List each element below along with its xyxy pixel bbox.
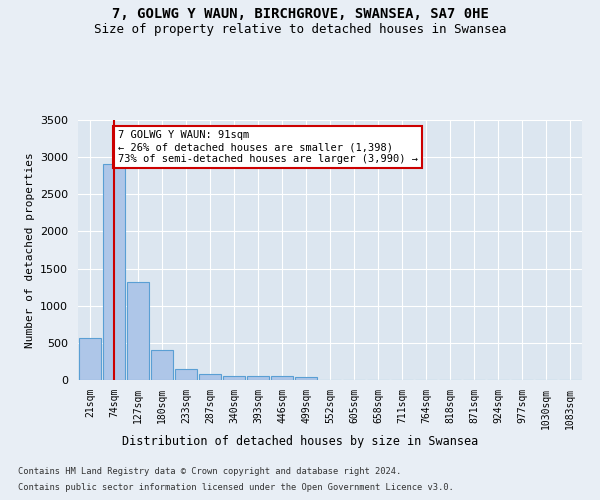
Y-axis label: Number of detached properties: Number of detached properties — [25, 152, 35, 348]
Text: 7, GOLWG Y WAUN, BIRCHGROVE, SWANSEA, SA7 0HE: 7, GOLWG Y WAUN, BIRCHGROVE, SWANSEA, SA… — [112, 8, 488, 22]
Bar — [247, 376, 269, 380]
Text: Contains HM Land Registry data © Crown copyright and database right 2024.: Contains HM Land Registry data © Crown c… — [18, 468, 401, 476]
Bar — [271, 376, 293, 380]
Text: Size of property relative to detached houses in Swansea: Size of property relative to detached ho… — [94, 22, 506, 36]
Bar — [103, 164, 125, 380]
Text: 7 GOLWG Y WAUN: 91sqm
← 26% of detached houses are smaller (1,398)
73% of semi-d: 7 GOLWG Y WAUN: 91sqm ← 26% of detached … — [118, 130, 418, 164]
Bar — [199, 374, 221, 380]
Text: Distribution of detached houses by size in Swansea: Distribution of detached houses by size … — [122, 435, 478, 448]
Bar — [79, 338, 101, 380]
Bar — [127, 282, 149, 380]
Bar — [151, 350, 173, 380]
Text: Contains public sector information licensed under the Open Government Licence v3: Contains public sector information licen… — [18, 482, 454, 492]
Bar — [175, 369, 197, 380]
Bar — [295, 376, 317, 380]
Bar — [223, 376, 245, 380]
